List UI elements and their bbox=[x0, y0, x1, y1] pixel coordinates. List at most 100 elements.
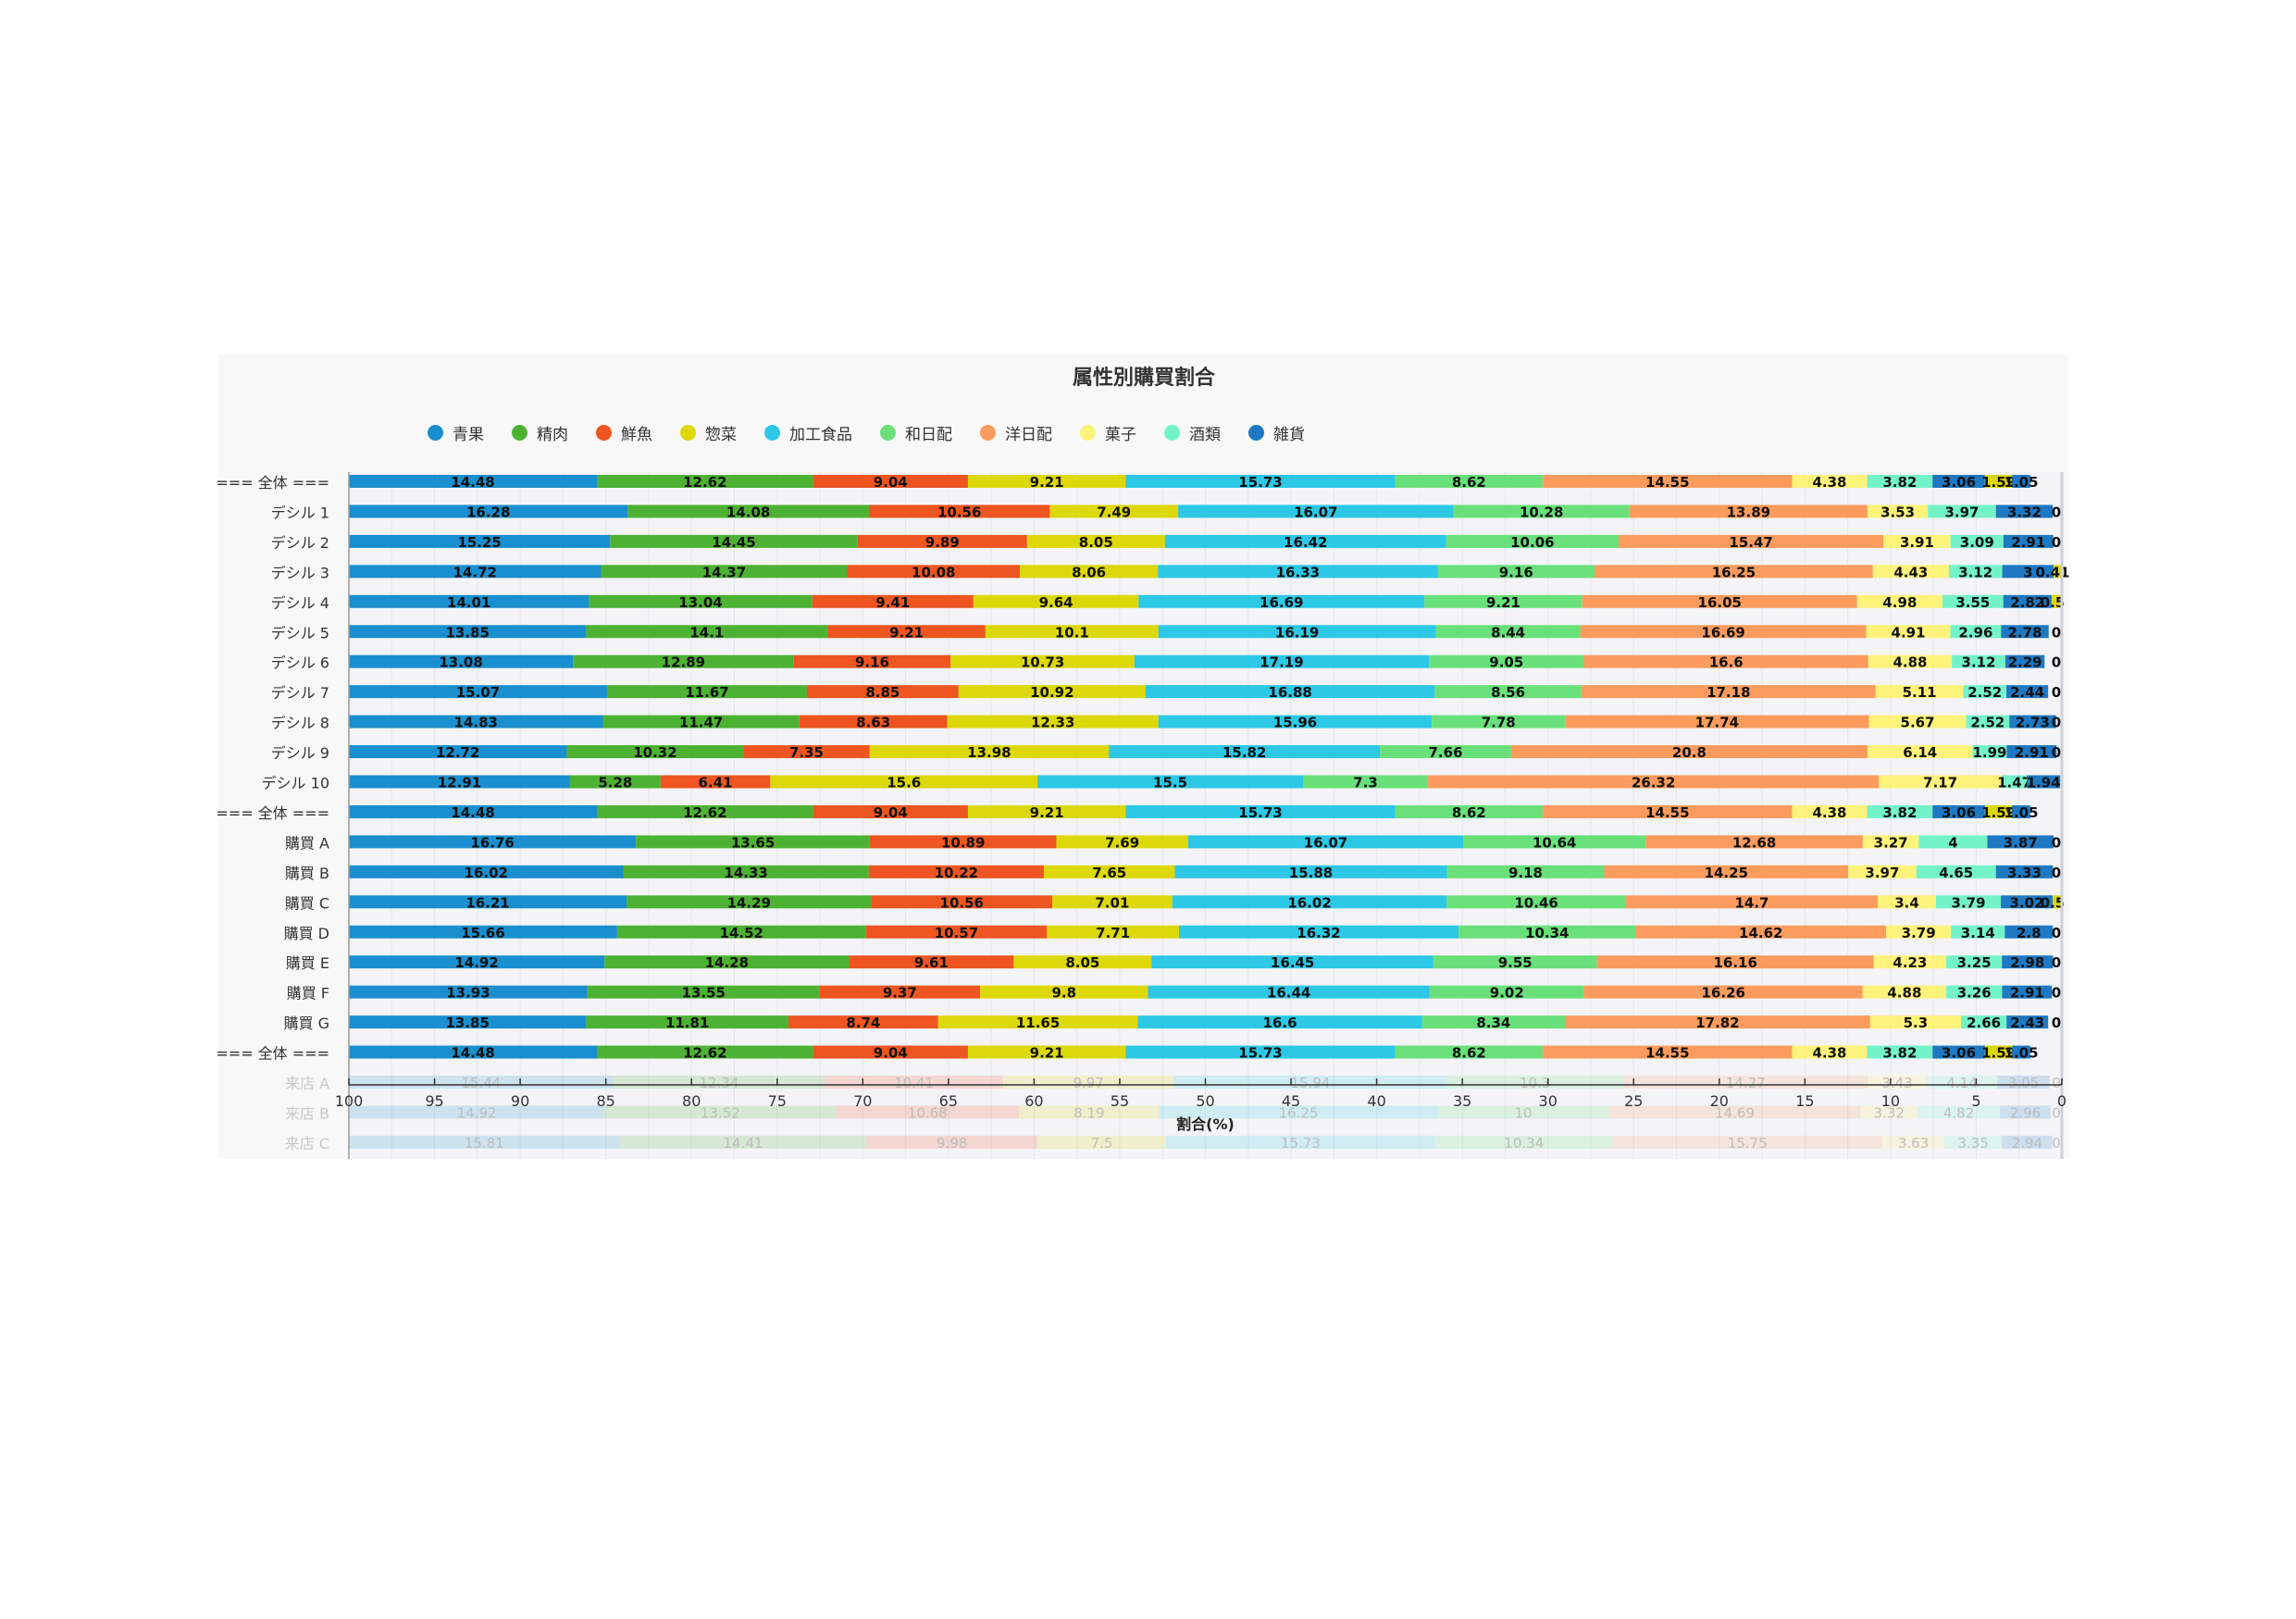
bar-segment[interactable] bbox=[2009, 715, 2056, 729]
bar-segment[interactable] bbox=[1424, 594, 1582, 608]
bar-segment[interactable] bbox=[2012, 475, 2030, 488]
bar-segment[interactable] bbox=[1984, 804, 2013, 818]
bar-segment[interactable] bbox=[1434, 685, 1582, 699]
bar-segment[interactable] bbox=[349, 1105, 605, 1119]
bar-segment[interactable] bbox=[349, 594, 590, 608]
bar-segment[interactable] bbox=[847, 565, 1021, 579]
bar-segment[interactable] bbox=[1446, 865, 1605, 878]
bar-segment[interactable] bbox=[1134, 654, 1430, 668]
bar-segment[interactable] bbox=[1879, 775, 2003, 789]
bar-segment[interactable] bbox=[1946, 955, 2003, 969]
bar-segment[interactable] bbox=[1138, 594, 1425, 608]
legend-item-5[interactable]: 和日配 bbox=[880, 421, 952, 444]
bar-segment[interactable] bbox=[1995, 504, 2054, 518]
bar-segment[interactable] bbox=[2003, 594, 2052, 608]
bar-segment[interactable] bbox=[857, 534, 1027, 548]
bar-segment[interactable] bbox=[1125, 804, 1396, 818]
bar-segment[interactable] bbox=[1446, 534, 1619, 548]
bar-segment[interactable] bbox=[349, 715, 603, 729]
bar-segment[interactable] bbox=[1437, 1105, 1609, 1119]
bar-segment[interactable] bbox=[1435, 625, 1581, 639]
bar-segment[interactable] bbox=[1932, 475, 1985, 488]
bar-segment[interactable] bbox=[1862, 985, 1947, 999]
bar-segment[interactable] bbox=[597, 804, 813, 818]
bar-segment[interactable] bbox=[2027, 775, 2061, 789]
bar-segment[interactable] bbox=[967, 804, 1126, 818]
bar-segment[interactable] bbox=[1995, 865, 2054, 878]
bar-segment[interactable] bbox=[587, 985, 820, 999]
bar-segment[interactable] bbox=[1429, 654, 1584, 668]
bar-segment[interactable] bbox=[1395, 804, 1544, 818]
bar-segment[interactable] bbox=[573, 654, 794, 668]
bar-segment[interactable] bbox=[2001, 625, 2049, 639]
bar-segment[interactable] bbox=[1928, 504, 1996, 518]
bar-segment[interactable] bbox=[1187, 835, 1464, 849]
legend-item-0[interactable]: 青果 bbox=[428, 421, 484, 444]
bar-segment[interactable] bbox=[1433, 955, 1597, 969]
bar-segment[interactable] bbox=[1565, 715, 1869, 729]
bar-segment[interactable] bbox=[636, 835, 870, 849]
bar-segment[interactable] bbox=[1125, 475, 1396, 488]
bar-segment[interactable] bbox=[1453, 504, 1630, 518]
bar-segment[interactable] bbox=[349, 985, 588, 999]
bar-segment[interactable] bbox=[1960, 1015, 2007, 1029]
bar-segment[interactable] bbox=[1020, 565, 1159, 579]
bar-segment[interactable] bbox=[597, 475, 813, 488]
bar-segment[interactable] bbox=[1867, 504, 1929, 518]
bar-segment[interactable] bbox=[1582, 594, 1857, 608]
bar-segment[interactable] bbox=[849, 955, 1014, 969]
bar-segment[interactable] bbox=[788, 1015, 938, 1029]
bar-segment[interactable] bbox=[2000, 1105, 2051, 1119]
bar-segment[interactable] bbox=[1932, 1045, 1985, 1059]
bar-segment[interactable] bbox=[1867, 475, 1933, 488]
bar-segment[interactable] bbox=[1866, 625, 1951, 639]
bar-segment[interactable] bbox=[770, 775, 1038, 789]
bar-segment[interactable] bbox=[1543, 475, 1793, 488]
bar-segment[interactable] bbox=[980, 985, 1148, 999]
bar-segment[interactable] bbox=[1178, 925, 1459, 939]
bar-segment[interactable] bbox=[349, 895, 627, 909]
bar-segment[interactable] bbox=[2006, 685, 2049, 699]
bar-segment[interactable] bbox=[985, 625, 1159, 639]
bar-segment[interactable] bbox=[601, 565, 848, 579]
bar-segment[interactable] bbox=[619, 1135, 867, 1149]
bar-segment[interactable] bbox=[1984, 1045, 2013, 1059]
bar-segment[interactable] bbox=[806, 685, 959, 699]
bar-segment[interactable] bbox=[1635, 925, 1887, 939]
bar-segment[interactable] bbox=[1043, 865, 1175, 878]
bar-segment[interactable] bbox=[950, 654, 1135, 668]
bar-segment[interactable] bbox=[1645, 835, 1863, 849]
bar-segment[interactable] bbox=[1510, 745, 1868, 759]
bar-segment[interactable] bbox=[1458, 925, 1636, 939]
bar-segment[interactable] bbox=[1395, 1045, 1544, 1059]
bar-segment[interactable] bbox=[1595, 565, 1873, 579]
bar-segment[interactable] bbox=[1429, 985, 1584, 999]
bar-segment[interactable] bbox=[1867, 745, 1973, 759]
bar-segment[interactable] bbox=[1151, 955, 1433, 969]
bar-segment[interactable] bbox=[2054, 565, 2061, 579]
legend-item-2[interactable]: 鮮魚 bbox=[596, 421, 652, 444]
bar-segment[interactable] bbox=[606, 685, 807, 699]
bar-segment[interactable] bbox=[1868, 715, 1967, 729]
bar-segment[interactable] bbox=[1952, 654, 2005, 668]
bar-segment[interactable] bbox=[958, 685, 1146, 699]
bar-segment[interactable] bbox=[2002, 985, 2053, 999]
bar-segment[interactable] bbox=[1164, 534, 1446, 548]
bar-segment[interactable] bbox=[349, 865, 624, 878]
bar-segment[interactable] bbox=[865, 925, 1048, 939]
bar-segment[interactable] bbox=[1446, 895, 1626, 909]
bar-segment[interactable] bbox=[866, 1135, 1038, 1149]
bar-segment[interactable] bbox=[813, 1045, 968, 1059]
legend-item-1[interactable]: 精肉 bbox=[512, 421, 568, 444]
bar-segment[interactable] bbox=[812, 594, 974, 608]
bar-segment[interactable] bbox=[1463, 835, 1646, 849]
bar-segment[interactable] bbox=[1165, 1135, 1436, 1149]
bar-segment[interactable] bbox=[589, 594, 813, 608]
bar-segment[interactable] bbox=[1612, 1135, 1883, 1149]
bar-segment[interactable] bbox=[349, 804, 598, 818]
bar-segment[interactable] bbox=[1848, 865, 1917, 878]
bar-segment[interactable] bbox=[349, 565, 602, 579]
bar-segment[interactable] bbox=[1056, 835, 1188, 849]
bar-segment[interactable] bbox=[937, 1015, 1138, 1029]
bar-segment[interactable] bbox=[2002, 955, 2054, 969]
